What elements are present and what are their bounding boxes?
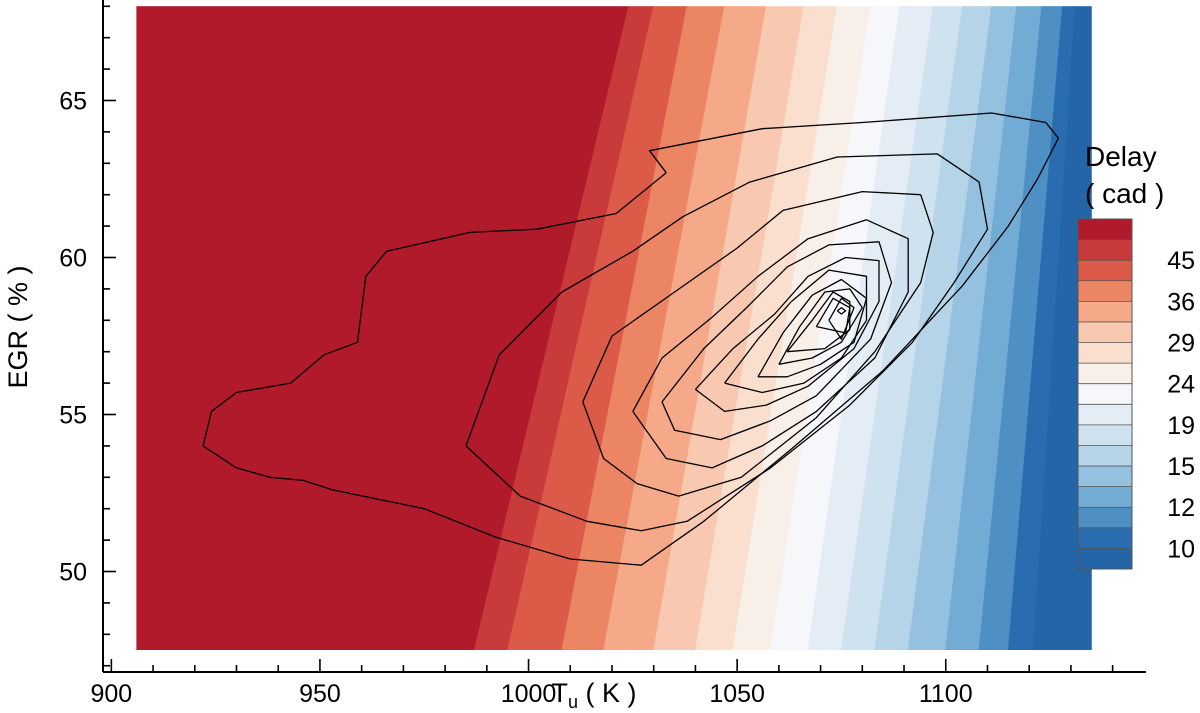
colorbar-swatch [1078,466,1132,488]
y-tick-label: 55 [59,402,87,430]
colorbar-swatch [1078,219,1132,241]
colorbar-swatch [1078,445,1132,467]
contour-line [786,291,851,353]
colorbar-label: 29 [1167,330,1195,358]
contour-line [465,153,989,532]
colorbar-swatch [1078,342,1132,364]
x-tick-label: 900 [90,680,132,708]
y-ticks: 50 55 60 65 [59,5,116,667]
colorbar-swatch [1078,527,1132,549]
colorbar-label: 36 [1167,288,1195,316]
colorbar-title-line1: Delay [1085,141,1157,172]
colorbar-swatch [1078,301,1132,323]
contour-line [582,190,934,497]
x-tick-label: 1050 [709,680,765,708]
colorbar-legend: Delay ( cad ) 45 36 29 24 19 15 12 10 [1077,141,1195,570]
delay-color-field [136,6,1092,651]
contour-line [828,297,855,340]
contour-line [661,241,893,441]
colorbar-swatch [1078,260,1132,282]
contour-line [836,307,847,315]
colorbar-swatches [1078,219,1132,570]
y-tick-label: 65 [59,87,87,115]
colorbar-label: 15 [1167,453,1195,481]
x-tick-label: 1000 [501,680,557,708]
x-axis-label: Tu ( K ) [551,678,636,712]
colorbar-title-line2: ( cad ) [1085,178,1164,209]
colorbar-swatch [1078,424,1132,446]
delay-band [1032,6,1092,651]
colorbar-label: 10 [1167,535,1195,563]
y-axis-label: EGR ( % ) [3,265,33,388]
colorbar-frame [1077,218,1133,570]
contour-line [757,278,868,378]
y-tick-label: 50 [59,559,87,587]
x-tick-label: 950 [299,680,341,708]
colorbar-swatch [1078,548,1132,570]
contour-line [202,112,1060,566]
contour-line [778,288,863,365]
colorbar-labels: 45 36 29 24 19 15 12 10 [1167,247,1195,563]
colorbar-swatch [1078,404,1132,426]
contour-line [694,256,880,413]
colorbar-swatch [1078,239,1132,261]
colorbar-label: 45 [1167,247,1195,275]
colorbar-swatch [1078,280,1132,302]
axes: 900 950 1000 1050 1100 50 55 60 65 [59,0,1146,708]
colorbar-label: 24 [1167,371,1195,399]
x-tick-label: 1100 [919,680,973,708]
colorbar-swatch [1078,321,1132,344]
colorbar-swatch [1078,363,1132,385]
colorbar-swatch [1078,383,1132,405]
x-ticks: 900 950 1000 1050 1100 [90,659,1114,708]
y-tick-label: 60 [59,244,87,272]
contour-lines [202,112,1060,566]
colorbar-swatch [1078,507,1132,529]
colorbar-label: 19 [1167,412,1195,440]
contour-line [632,219,909,469]
colorbar-label: 12 [1167,494,1195,522]
colorbar-swatch [1078,486,1132,508]
